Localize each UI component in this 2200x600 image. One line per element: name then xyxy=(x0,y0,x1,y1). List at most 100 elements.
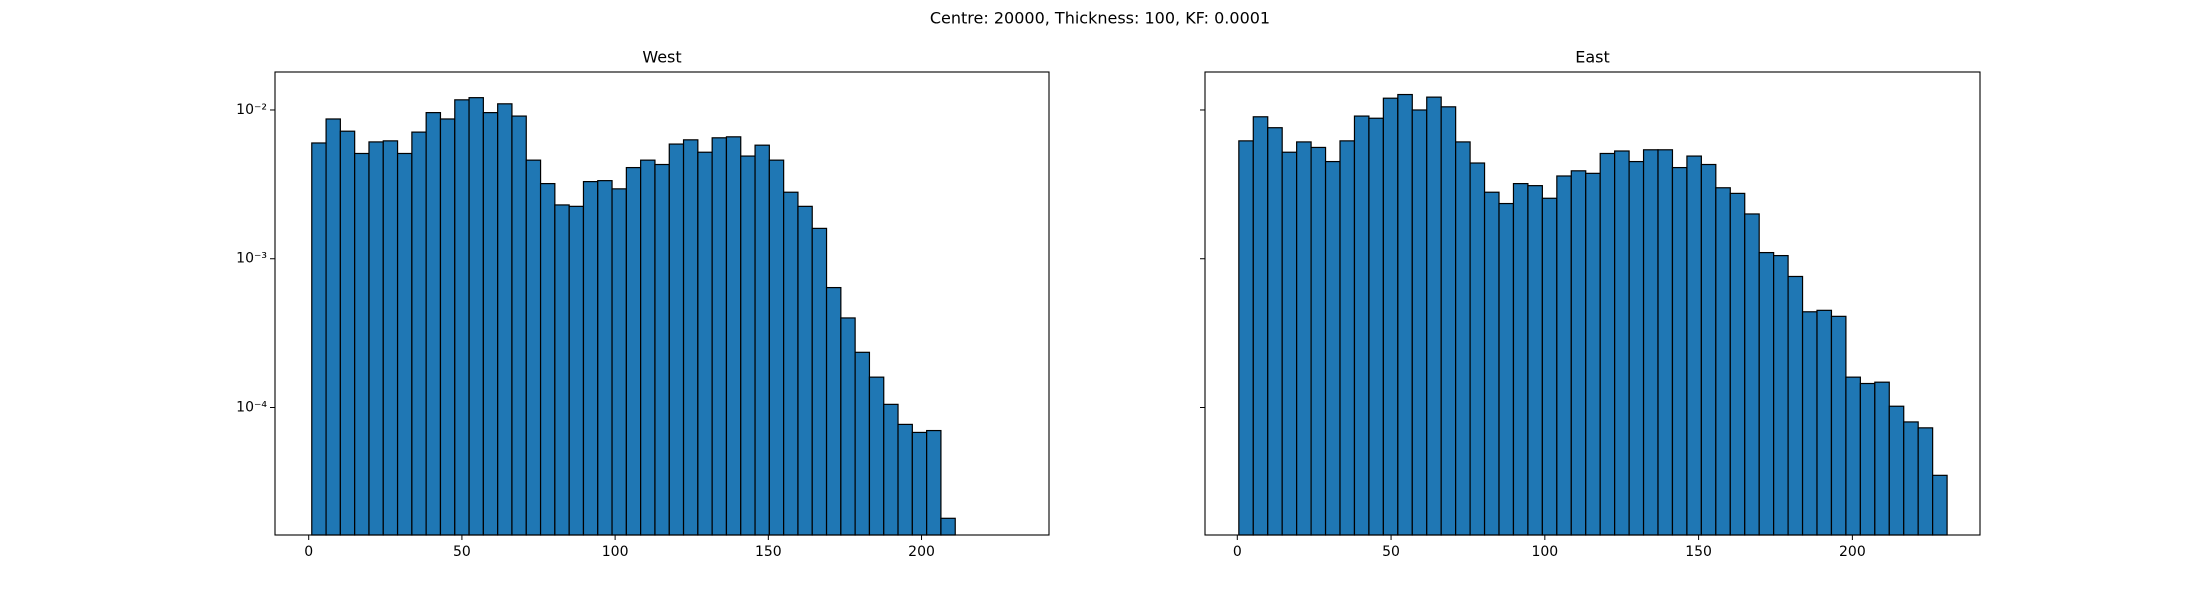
bar xyxy=(1585,172,1601,536)
bar xyxy=(697,151,713,536)
bar xyxy=(525,159,542,536)
bar xyxy=(1556,175,1572,536)
axes-title: West xyxy=(642,48,681,67)
bar xyxy=(1339,140,1356,536)
y-tick-label: 10⁻⁴ xyxy=(236,400,267,416)
bar xyxy=(1281,151,1298,536)
bar xyxy=(783,191,799,536)
bar xyxy=(1296,141,1312,536)
bar xyxy=(868,376,885,536)
axes-title: East xyxy=(1575,48,1610,67)
bar xyxy=(825,286,842,536)
bar xyxy=(1353,115,1370,536)
bar xyxy=(711,137,728,536)
bar xyxy=(1787,275,1804,536)
bar xyxy=(1628,160,1645,536)
bar xyxy=(1888,405,1905,536)
x-tick-label: 100 xyxy=(602,544,629,560)
y-tick-label: 10⁻² xyxy=(236,102,267,118)
bar xyxy=(1382,97,1399,536)
bar xyxy=(1440,106,1457,536)
bar xyxy=(597,180,613,536)
bar xyxy=(768,159,785,536)
bar xyxy=(311,142,327,536)
bar xyxy=(1527,185,1543,536)
bar xyxy=(668,143,685,536)
bar xyxy=(454,99,470,536)
bar xyxy=(897,423,913,536)
bar xyxy=(883,403,899,536)
x-tick-label: 100 xyxy=(1531,544,1558,560)
bar xyxy=(1657,149,1674,536)
x-tick-label: 50 xyxy=(1382,544,1400,560)
bar xyxy=(325,118,341,536)
bar xyxy=(1483,191,1500,536)
bar xyxy=(1758,251,1775,536)
bar xyxy=(640,159,656,536)
bar xyxy=(1801,311,1818,536)
bar xyxy=(1729,192,1746,536)
bar xyxy=(439,118,456,536)
bar xyxy=(1830,315,1847,536)
bar xyxy=(1859,382,1876,536)
bar xyxy=(1411,109,1428,536)
bar xyxy=(797,205,813,536)
bar xyxy=(1700,163,1717,536)
bar xyxy=(940,517,956,536)
bar xyxy=(411,131,427,536)
bar xyxy=(1845,376,1861,536)
bar xyxy=(497,103,513,536)
bar xyxy=(1397,93,1413,536)
bar xyxy=(468,97,484,536)
bar xyxy=(582,181,599,536)
bar xyxy=(568,205,585,536)
bar xyxy=(1686,155,1702,536)
bar xyxy=(1816,309,1833,536)
bar xyxy=(1238,140,1254,536)
bar xyxy=(754,144,770,536)
bar xyxy=(1614,150,1630,536)
bar xyxy=(1874,381,1890,536)
bar xyxy=(425,112,442,536)
bar xyxy=(339,130,356,536)
bar xyxy=(1773,254,1789,536)
bar xyxy=(1671,166,1688,536)
bar xyxy=(911,431,928,536)
bar xyxy=(382,140,399,536)
bar xyxy=(740,155,756,536)
bar xyxy=(1744,213,1760,536)
bar xyxy=(1455,141,1471,536)
x-tick-label: 200 xyxy=(908,544,935,560)
x-tick-label: 200 xyxy=(1839,544,1866,560)
axes-frame xyxy=(274,71,1050,536)
bar xyxy=(1426,96,1442,536)
bar xyxy=(1368,117,1384,536)
bar xyxy=(1469,162,1486,536)
x-tick-label: 150 xyxy=(755,544,782,560)
bar xyxy=(482,112,499,536)
bar xyxy=(840,317,856,536)
bar xyxy=(539,182,556,536)
x-tick-label: 50 xyxy=(453,544,471,560)
bar xyxy=(554,204,570,536)
bar xyxy=(926,429,942,536)
x-tick-label: 0 xyxy=(1233,544,1242,560)
bar xyxy=(354,152,370,536)
bar xyxy=(1310,146,1327,536)
bar xyxy=(811,227,828,536)
bar xyxy=(1498,202,1515,536)
bar xyxy=(511,115,527,536)
bar xyxy=(1715,187,1731,536)
bar xyxy=(625,166,642,536)
bar xyxy=(1541,197,1558,536)
bar xyxy=(396,152,413,536)
bar xyxy=(1642,149,1659,536)
x-tick-label: 150 xyxy=(1685,544,1712,560)
bar xyxy=(611,188,627,536)
bar xyxy=(725,136,742,536)
bar xyxy=(682,139,699,536)
bar xyxy=(1324,160,1341,536)
bar xyxy=(1252,116,1269,536)
